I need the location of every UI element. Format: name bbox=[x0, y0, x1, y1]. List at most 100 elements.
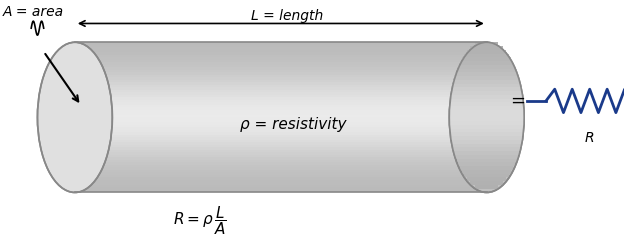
Polygon shape bbox=[457, 159, 517, 162]
Text: =: = bbox=[510, 92, 525, 110]
Polygon shape bbox=[75, 152, 487, 155]
Polygon shape bbox=[75, 52, 487, 55]
Polygon shape bbox=[449, 106, 524, 110]
Polygon shape bbox=[467, 50, 507, 54]
Text: L = length: L = length bbox=[251, 9, 323, 23]
Ellipse shape bbox=[449, 42, 524, 192]
Polygon shape bbox=[460, 166, 514, 170]
Polygon shape bbox=[464, 174, 509, 177]
Polygon shape bbox=[450, 125, 524, 129]
Polygon shape bbox=[470, 46, 503, 50]
Polygon shape bbox=[458, 65, 515, 69]
Polygon shape bbox=[75, 67, 487, 70]
Polygon shape bbox=[75, 92, 487, 95]
Polygon shape bbox=[75, 142, 487, 145]
Polygon shape bbox=[75, 157, 487, 160]
Polygon shape bbox=[75, 97, 487, 100]
Polygon shape bbox=[75, 190, 487, 192]
Text: ρ = resistivity: ρ = resistivity bbox=[240, 117, 346, 132]
Polygon shape bbox=[75, 180, 487, 182]
Polygon shape bbox=[75, 177, 487, 180]
Polygon shape bbox=[451, 91, 522, 95]
Polygon shape bbox=[75, 45, 487, 47]
Polygon shape bbox=[75, 102, 487, 105]
Polygon shape bbox=[449, 121, 524, 125]
Polygon shape bbox=[75, 170, 487, 172]
Polygon shape bbox=[75, 105, 487, 107]
Polygon shape bbox=[75, 122, 487, 125]
Polygon shape bbox=[75, 160, 487, 162]
Polygon shape bbox=[75, 120, 487, 122]
Polygon shape bbox=[75, 168, 487, 170]
Text: $R = \rho\,\dfrac{L}{A}$: $R = \rho\,\dfrac{L}{A}$ bbox=[173, 204, 227, 237]
Polygon shape bbox=[451, 95, 523, 99]
Polygon shape bbox=[75, 75, 487, 77]
Polygon shape bbox=[458, 162, 515, 166]
Polygon shape bbox=[75, 137, 487, 140]
Polygon shape bbox=[450, 102, 524, 106]
Polygon shape bbox=[75, 185, 487, 187]
Polygon shape bbox=[75, 112, 487, 115]
Polygon shape bbox=[453, 147, 520, 151]
Polygon shape bbox=[462, 57, 512, 61]
Polygon shape bbox=[454, 151, 519, 155]
Polygon shape bbox=[452, 140, 522, 144]
Polygon shape bbox=[75, 42, 487, 45]
Polygon shape bbox=[75, 107, 487, 110]
Polygon shape bbox=[75, 115, 487, 117]
Polygon shape bbox=[464, 54, 509, 57]
Polygon shape bbox=[75, 70, 487, 72]
Polygon shape bbox=[456, 72, 518, 76]
Polygon shape bbox=[451, 136, 522, 140]
Polygon shape bbox=[75, 187, 487, 190]
Polygon shape bbox=[452, 87, 522, 91]
Polygon shape bbox=[75, 145, 487, 147]
Polygon shape bbox=[75, 165, 487, 168]
Polygon shape bbox=[75, 155, 487, 157]
Polygon shape bbox=[75, 175, 487, 177]
Polygon shape bbox=[450, 129, 524, 132]
Polygon shape bbox=[75, 117, 487, 120]
Polygon shape bbox=[75, 182, 487, 185]
Polygon shape bbox=[75, 147, 487, 150]
Polygon shape bbox=[75, 42, 487, 192]
Polygon shape bbox=[75, 100, 487, 102]
Polygon shape bbox=[475, 185, 499, 189]
Polygon shape bbox=[75, 60, 487, 62]
Polygon shape bbox=[75, 162, 487, 165]
Polygon shape bbox=[449, 110, 524, 114]
Polygon shape bbox=[75, 50, 487, 52]
Polygon shape bbox=[454, 76, 519, 80]
Text: A = area: A = area bbox=[3, 6, 64, 19]
Polygon shape bbox=[75, 72, 487, 75]
Polygon shape bbox=[450, 99, 524, 102]
Polygon shape bbox=[75, 55, 487, 57]
Polygon shape bbox=[75, 140, 487, 142]
Polygon shape bbox=[475, 42, 499, 46]
Ellipse shape bbox=[37, 42, 112, 192]
Polygon shape bbox=[452, 84, 521, 87]
Polygon shape bbox=[456, 155, 518, 159]
Polygon shape bbox=[449, 114, 524, 117]
Polygon shape bbox=[75, 135, 487, 137]
Polygon shape bbox=[460, 61, 514, 65]
Polygon shape bbox=[75, 65, 487, 67]
Polygon shape bbox=[75, 87, 487, 90]
Polygon shape bbox=[75, 127, 487, 130]
Polygon shape bbox=[75, 47, 487, 50]
Polygon shape bbox=[75, 90, 487, 92]
Polygon shape bbox=[75, 80, 487, 82]
Polygon shape bbox=[75, 172, 487, 175]
Polygon shape bbox=[75, 95, 487, 97]
Polygon shape bbox=[75, 82, 487, 85]
Polygon shape bbox=[75, 132, 487, 135]
Polygon shape bbox=[75, 125, 487, 127]
Polygon shape bbox=[75, 57, 487, 60]
Polygon shape bbox=[75, 77, 487, 80]
Polygon shape bbox=[75, 62, 487, 65]
Text: R: R bbox=[585, 132, 595, 145]
Polygon shape bbox=[453, 80, 520, 84]
Polygon shape bbox=[75, 130, 487, 132]
Polygon shape bbox=[451, 132, 523, 136]
Polygon shape bbox=[470, 181, 503, 185]
